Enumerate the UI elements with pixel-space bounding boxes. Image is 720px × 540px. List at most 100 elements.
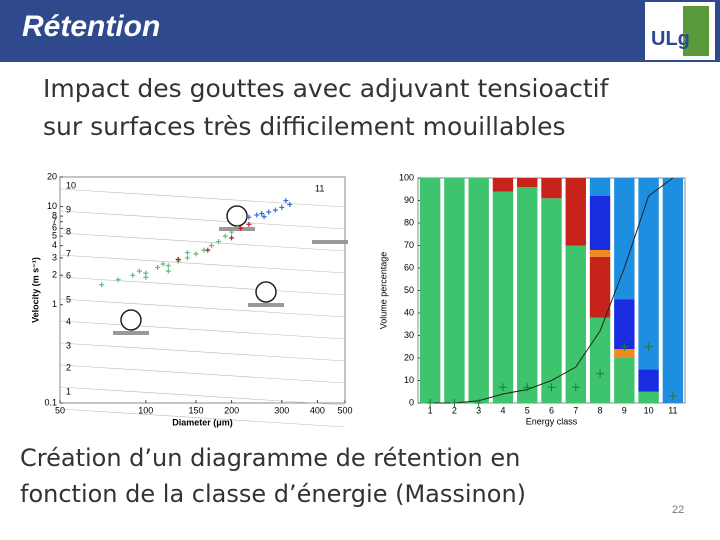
point [143, 274, 149, 280]
bar-segment [614, 178, 635, 300]
marker [450, 399, 459, 407]
bar-segment [589, 256, 611, 318]
point [99, 282, 105, 288]
surface-icon [248, 303, 284, 307]
y-tick-label: 80 [404, 217, 414, 227]
bar-segment [662, 178, 684, 403]
page-number: 22 [672, 504, 685, 516]
y-tick-label: 70 [404, 240, 414, 250]
iso-line [59, 386, 346, 406]
point [115, 277, 121, 283]
x-tick-label: 8 [598, 405, 603, 415]
bar-segment [589, 196, 611, 250]
point [208, 243, 214, 249]
x-tick-label: 1 [428, 405, 433, 415]
drop-icon [120, 309, 142, 331]
class-label: 9 [66, 204, 71, 214]
y-tick-label: 6 [52, 223, 57, 233]
y-tick-label: 30 [404, 330, 414, 340]
point [143, 270, 149, 276]
iso-line [59, 364, 346, 384]
y-tick-label: 3 [52, 252, 57, 262]
point [254, 212, 260, 218]
y-axis-label: Velocity (m s⁻¹) [30, 257, 40, 323]
point [165, 268, 171, 274]
x-tick-label: 11 [668, 405, 677, 415]
point [246, 214, 252, 220]
iso-line [59, 276, 346, 296]
iso-line [59, 298, 346, 318]
bar-segment [419, 178, 441, 403]
plot-area [59, 176, 346, 404]
x-tick-label: 100 [138, 405, 153, 415]
x-tick-label: 200 [224, 405, 239, 415]
x-axis-label: Diameter (μm) [172, 417, 233, 427]
class-label: 4 [66, 316, 71, 326]
y-tick-label: 4 [52, 240, 57, 250]
bar-segment [444, 178, 465, 403]
marker [668, 392, 677, 401]
marker [644, 342, 653, 351]
x-tick-label: 3 [476, 405, 481, 415]
x-tick-label: 2 [452, 405, 457, 415]
x-tick-label: 6 [549, 405, 554, 415]
caption: Création d’un diagramme de rétention en … [20, 440, 526, 512]
bar-segment [589, 178, 611, 196]
iso-line [59, 232, 346, 252]
point [279, 204, 285, 210]
x-tick-label: 5 [525, 405, 530, 415]
x-tick-label: 150 [188, 405, 203, 415]
class-label: 2 [66, 362, 71, 372]
bar-segment [614, 299, 635, 349]
bar-segment [565, 245, 586, 403]
bar-segment [541, 198, 562, 403]
point [283, 198, 289, 204]
logo: ULg [645, 2, 715, 60]
y-axis-label: Volume percentage [378, 252, 388, 330]
marker [426, 399, 435, 407]
heading-line: sur surfaces très difficilement mouillab… [43, 112, 566, 141]
class-label: 11 [315, 183, 324, 193]
marker [596, 369, 605, 378]
bar-segment [638, 178, 659, 370]
point [238, 225, 244, 231]
iso-line [59, 210, 346, 230]
class-label: 10 [66, 180, 76, 190]
y-tick-label: 90 [404, 195, 414, 205]
class-label: 7 [66, 248, 71, 258]
point [272, 207, 278, 213]
point [130, 272, 136, 278]
y-tick-label: 7 [52, 216, 57, 226]
cumulative-line [430, 177, 674, 404]
class-label: 5 [66, 294, 71, 304]
bar-segment [541, 178, 562, 199]
bar-segment [517, 178, 538, 187]
point [222, 233, 228, 239]
slide-title: Rétention [22, 10, 161, 43]
marker [620, 342, 629, 351]
bar-segment [589, 250, 611, 257]
y-tick-label: 8 [52, 210, 57, 220]
bar-segment [565, 178, 586, 246]
y-tick-label: 5 [52, 231, 57, 241]
logo-text: ULg [651, 28, 690, 50]
point [216, 239, 222, 245]
y-tick-label: 2 [52, 270, 57, 280]
iso-line [59, 254, 346, 274]
point [175, 256, 181, 262]
drop-icon [226, 205, 248, 227]
point [184, 255, 190, 261]
bar-segment [638, 369, 659, 392]
point [229, 229, 235, 235]
point [155, 264, 161, 270]
class-label: 6 [66, 270, 71, 280]
marker [498, 383, 507, 392]
x-tick-label: 50 [55, 405, 65, 415]
y-tick-label: 10 [47, 201, 57, 211]
point [246, 221, 252, 227]
x-tick-label: 9 [622, 405, 627, 415]
bar-segment [517, 187, 538, 403]
caption-line: fonction de la classe d’énergie (Massino… [20, 480, 527, 508]
point [184, 250, 190, 256]
